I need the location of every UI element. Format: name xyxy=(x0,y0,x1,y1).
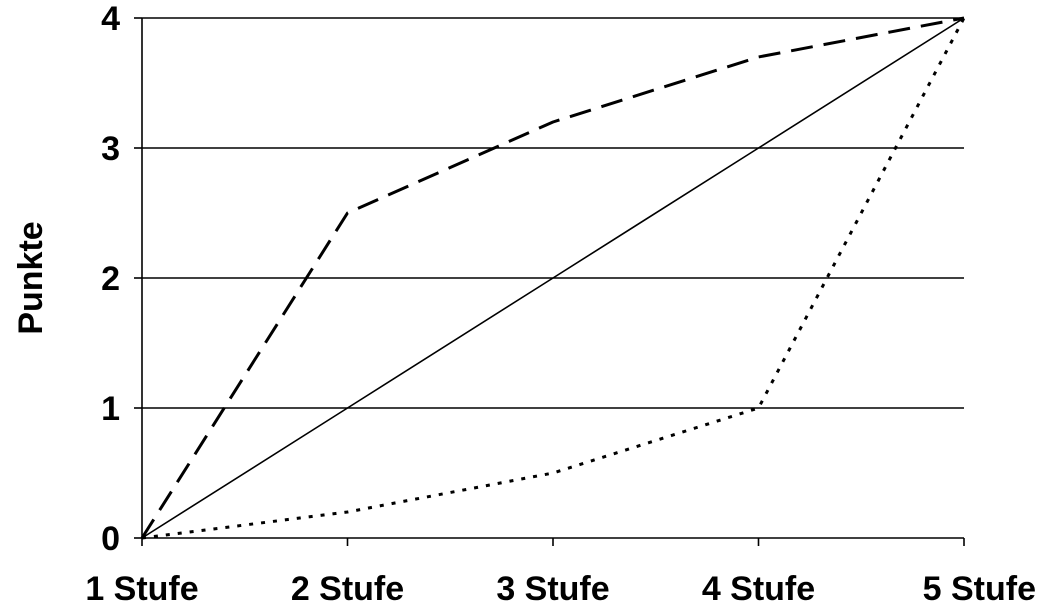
y-tick-label: 2 xyxy=(101,260,120,298)
y-tick-label: 4 xyxy=(101,0,120,38)
y-tick-labels: 0 1 2 3 4 xyxy=(101,0,120,558)
y-tick-label: 1 xyxy=(101,390,120,428)
x-tick-label: 5 Stufe xyxy=(923,570,1036,608)
x-tick-label: 2 Stufe xyxy=(291,570,404,608)
y-axis-title: Punkte xyxy=(12,221,50,334)
axes xyxy=(134,17,965,546)
y-tick-label: 3 xyxy=(101,130,120,168)
x-tick-label: 3 Stufe xyxy=(496,570,609,608)
series-line-solid xyxy=(141,17,965,539)
x-tick-label: 4 Stufe xyxy=(702,570,815,608)
series-lines xyxy=(140,16,966,540)
gridlines xyxy=(142,17,964,409)
series-line-dashed xyxy=(140,16,965,539)
y-tick-label: 0 xyxy=(101,520,120,558)
x-tick-label: 1 Stufe xyxy=(85,570,198,608)
x-tick-labels: 1 Stufe 2 Stufe 3 Stufe 4 Stufe 5 Stufe xyxy=(85,570,1036,608)
